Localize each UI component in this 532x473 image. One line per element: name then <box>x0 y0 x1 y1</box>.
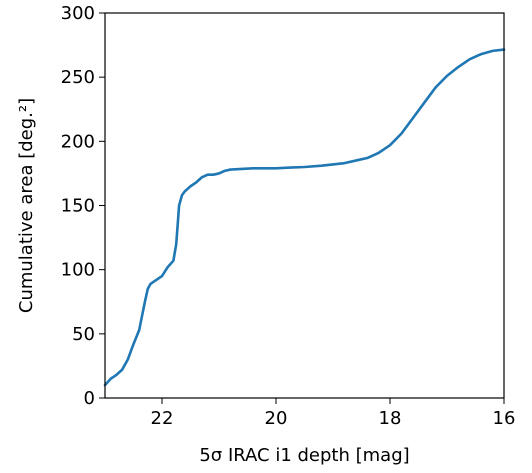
x-ticks: 22 20 18 16 <box>151 398 516 429</box>
x-tick-label: 22 <box>151 408 174 429</box>
y-tick-label: 200 <box>61 131 95 152</box>
y-ticks: 0 50 100 150 200 250 300 <box>61 3 105 409</box>
x-tick-label: 16 <box>493 408 516 429</box>
x-tick-label: 18 <box>379 408 402 429</box>
x-tick-label: 20 <box>265 408 288 429</box>
series-line <box>103 48 506 387</box>
y-tick-label: 150 <box>61 196 95 217</box>
y-tick-label: 300 <box>61 3 95 24</box>
y-tick-label: 100 <box>61 260 95 281</box>
x-axis-label: 5σ IRAC i1 depth [mag] <box>199 445 409 466</box>
y-tick-label: 250 <box>61 67 95 88</box>
y-tick-label: 0 <box>84 388 95 409</box>
plot-frame <box>104 12 505 399</box>
y-axis-label: Cumulative area [deg.²] <box>16 98 37 313</box>
line-layer <box>103 48 506 387</box>
y-tick-label: 50 <box>72 324 95 345</box>
